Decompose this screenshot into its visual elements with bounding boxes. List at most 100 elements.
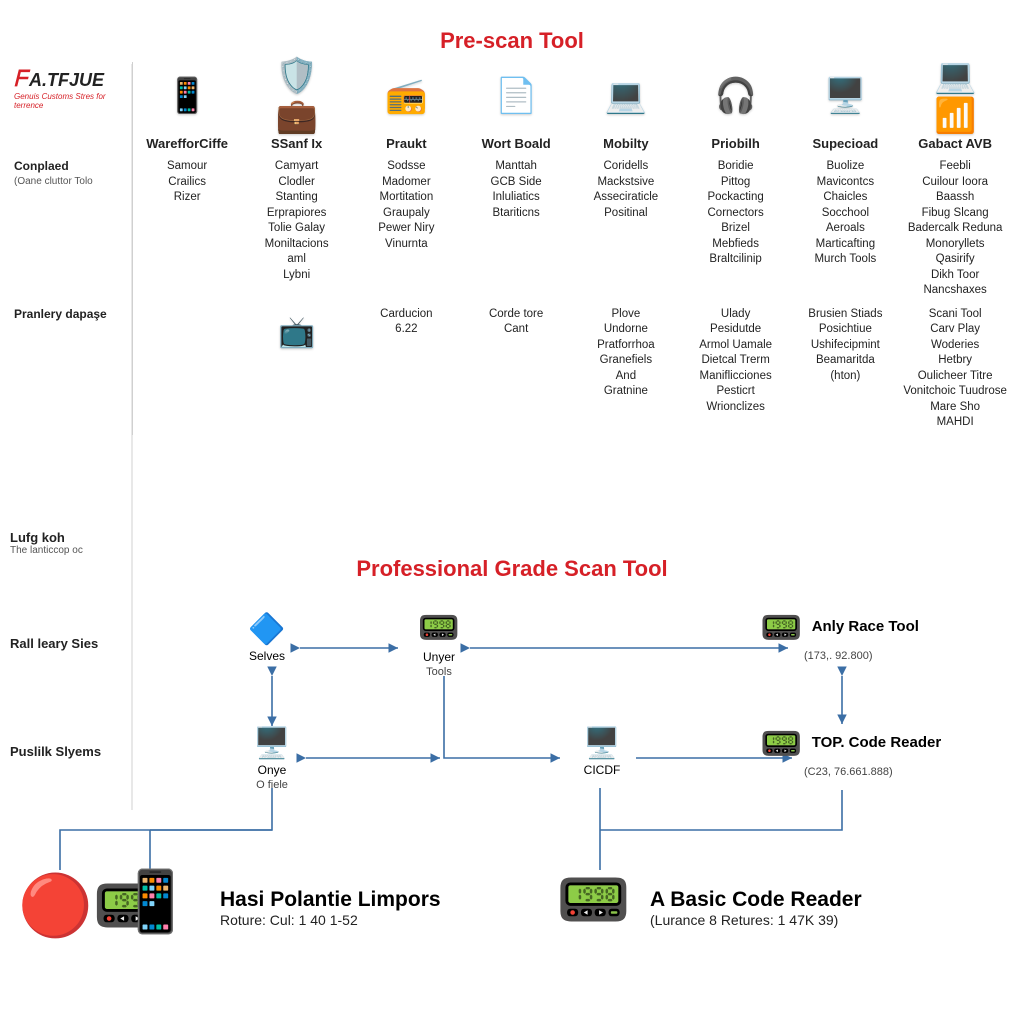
cell-1-1: 📺 <box>242 303 352 435</box>
feature-line: Gratnine <box>573 384 679 400</box>
feature-line: Hetbry <box>902 353 1008 369</box>
feature-line: Brizel <box>683 221 789 237</box>
logo-subtitle: Genuis Customs Stres for terrence <box>14 92 132 110</box>
cell-0-6: BuolizeMavicontcsChaiclesSocchoolAeroals… <box>791 155 901 303</box>
feature-line: Cornectors <box>683 206 789 222</box>
col-6: 🖥️ Supecioad <box>791 62 901 155</box>
feature-line: Marticafting <box>793 237 899 253</box>
feature-line: Chaicles <box>793 190 899 206</box>
feature-line: Madomer <box>354 175 460 191</box>
feature-line: aml <box>244 252 350 268</box>
footer-left-title: Hasi Polantie Limpors <box>220 888 441 912</box>
feature-line: Brusien Stiads <box>793 307 899 323</box>
cell-1-4: PloveUndornePratforrhoaGranefielsAndGrat… <box>571 303 681 435</box>
footer-right-title: A Basic Code Reader <box>650 888 862 912</box>
node-anly: 📟 Anly Race Tool (173,. 92.800) <box>760 608 930 662</box>
logo-cell: ᖴA.TFJUE Genuis Customs Stres for terren… <box>14 62 132 155</box>
cell-0-7: FeebliCuilour Ioora BaasshFibug SlcangBa… <box>900 155 1010 303</box>
feature-line: GCB Side <box>463 175 569 191</box>
col-1: 🛡️💼 SSanf Ix <box>242 62 352 155</box>
col-7: 💻📶 Gabact AVB <box>900 62 1010 155</box>
footer-right-sub: (Lurance 8 Retures: 1 47K 39) <box>650 912 862 928</box>
col-2-head: Praukt <box>354 130 460 151</box>
feature-line: Graupaly <box>354 206 460 222</box>
feature-line: And <box>573 369 679 385</box>
feature-line: Stanting <box>244 190 350 206</box>
tablet-icon: 📺 <box>271 313 323 353</box>
feature-line: Posichtiue <box>793 322 899 338</box>
scan-device-icon: 🖥️ <box>815 66 875 126</box>
feature-line: Pockacting <box>683 190 789 206</box>
headphones-icon: 🎧 <box>706 66 766 126</box>
cell-0-2: SodsseMadomerMortitationGraupalyPewer Ni… <box>352 155 462 303</box>
node-unyer: 📟 Unyer Tools <box>404 608 474 678</box>
grey-screen-icon: 🖥️ <box>232 726 312 761</box>
col-0-head: WarefforCiffe <box>135 130 240 151</box>
row-3-label: Rall leary Sies <box>10 636 98 651</box>
feature-line: Scani Tool <box>902 307 1008 323</box>
feature-line: Asseciraticle <box>573 190 679 206</box>
feature-line: Braltcilinip <box>683 252 789 268</box>
node-selves: 🔷 Selves <box>232 612 302 663</box>
row-1: Pranlery dapaşe 📺 Carducion6.22 Corde to… <box>14 303 1010 435</box>
feature-line: Granefiels <box>573 353 679 369</box>
feature-line: Coridells <box>573 159 679 175</box>
cell-1-3: Corde toreCant <box>461 303 571 435</box>
feature-line: Camyart <box>244 159 350 175</box>
header-row: ᖴA.TFJUE Genuis Customs Stres for terren… <box>14 62 1010 155</box>
logo-text: A.TFJUE <box>29 70 104 90</box>
feature-line: Pewer Niry <box>354 221 460 237</box>
col-4: 💻 Mobilty <box>571 62 681 155</box>
feature-line: Mavicontcs <box>793 175 899 191</box>
feature-line: Cuilour Ioora Baassh <box>902 175 1008 206</box>
col-3: 📄 Wort Boald <box>461 62 571 155</box>
feature-line: Badercalk Reduna <box>902 221 1008 237</box>
feature-line: Woderies <box>902 338 1008 354</box>
feature-line: Aeroals <box>793 221 899 237</box>
feature-line: Pratforrhoa <box>573 338 679 354</box>
laptop-wifi-icon: 💻📶 <box>925 66 985 126</box>
feature-line: Lybni <box>244 268 350 284</box>
feature-line: Mortitation <box>354 190 460 206</box>
black-scanner-icon: 📱 <box>118 866 193 937</box>
feature-line: Ulady <box>683 307 789 323</box>
kit-shield-icon: 🛡️💼 <box>267 66 327 126</box>
feature-line: Plove <box>573 307 679 323</box>
feature-line: Fibug Slcang <box>902 206 1008 222</box>
feature-line: Vonitchoic Tuudrose <box>902 384 1008 400</box>
feature-line: Mebfieds <box>683 237 789 253</box>
feature-line: Clodler <box>244 175 350 191</box>
feature-line: Corde tore <box>463 307 569 323</box>
cell-0-4: CoridellsMackstsiveAsseciraticlePositina… <box>571 155 681 303</box>
feature-line: Oulicheer Titre <box>902 369 1008 385</box>
logo-swoosh-icon: ᖴ <box>14 66 27 91</box>
feature-line: Monoryllets <box>902 237 1008 253</box>
footer-right: A Basic Code Reader (Lurance 8 Retures: … <box>650 888 862 928</box>
feature-line: Wrionclizes <box>683 400 789 416</box>
feature-line: Buolize <box>793 159 899 175</box>
feature-line: Dietcal Trerm <box>683 353 789 369</box>
feature-line: (hton) <box>793 369 899 385</box>
footer-region: 🔴📟 📱 Hasi Polantie Limpors Roture: Cul: … <box>0 850 1024 1024</box>
col-4-head: Mobilty <box>573 130 679 151</box>
feature-line: Feebli <box>902 159 1008 175</box>
footer-left-sub: Roture: Cul: 1 40 1-52 <box>220 912 441 928</box>
row-0-label: Conplaed (Oane cluttor Tolo <box>14 155 132 303</box>
yellow-scanner-icon: 📟 <box>404 608 474 648</box>
row-4-label: Puslilk Slyems <box>10 744 101 759</box>
col-0: 📱 WarefforCiffe <box>132 62 242 155</box>
cell-1-2: Carducion6.22 <box>352 303 462 435</box>
feature-line: Positinal <box>573 206 679 222</box>
feature-line: Pittog <box>683 175 789 191</box>
feature-line: Mare Sho <box>902 400 1008 416</box>
blue-screen-icon: 🖥️ <box>562 726 642 761</box>
feature-line: Erprapiores <box>244 206 350 222</box>
feature-line: Boridie <box>683 159 789 175</box>
feature-line: Carducion <box>354 307 460 323</box>
green-scanner-icon: 📟 <box>556 864 631 935</box>
feature-line: Cant <box>463 322 569 338</box>
red-scanner-icon: 📟 <box>760 725 802 763</box>
feature-line: Dikh Toor <box>902 268 1008 284</box>
cell-1-5: UladyPesidutdeArmol UamaleDietcal TrermM… <box>681 303 791 435</box>
feature-line: Mackstsive <box>573 175 679 191</box>
